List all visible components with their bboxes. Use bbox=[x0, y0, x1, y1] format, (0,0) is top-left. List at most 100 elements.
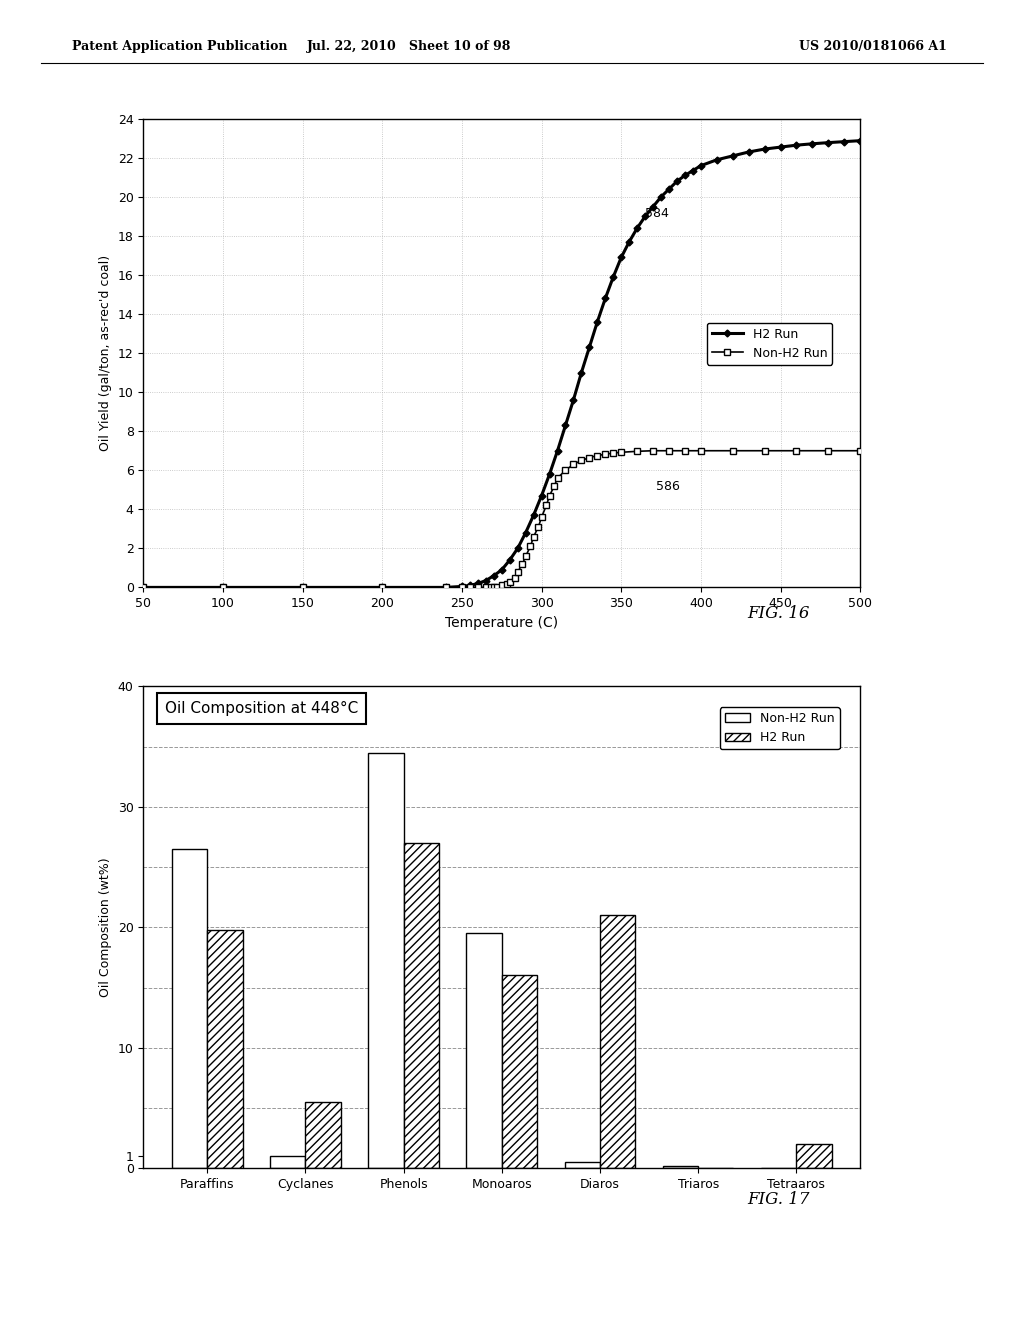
Legend: Non-H2 Run, H2 Run: Non-H2 Run, H2 Run bbox=[720, 708, 840, 750]
Non-H2 Run bbox=[854, 442, 866, 458]
H2 Run bbox=[464, 578, 476, 594]
H2 Run bbox=[472, 576, 484, 591]
Non-H2 Run bbox=[456, 579, 468, 595]
Non-H2 Run bbox=[524, 539, 537, 554]
Non-H2 Run bbox=[791, 442, 803, 458]
Non-H2 Run bbox=[575, 453, 588, 469]
Text: US 2010/0181066 A1: US 2010/0181066 A1 bbox=[799, 40, 946, 53]
H2 Run bbox=[591, 314, 603, 330]
H2 Run bbox=[544, 466, 556, 482]
Legend: H2 Run, Non-H2 Run: H2 Run, Non-H2 Run bbox=[707, 322, 833, 364]
Y-axis label: Oil Yield (gal/ton, as-rec'd coal): Oil Yield (gal/ton, as-rec'd coal) bbox=[99, 255, 113, 451]
Bar bbox=[207, 929, 243, 1168]
Line: Non-H2 Run: Non-H2 Run bbox=[140, 447, 863, 591]
Non-H2 Run bbox=[487, 579, 500, 595]
H2 Run bbox=[440, 579, 453, 595]
H2 Run bbox=[727, 148, 739, 164]
H2 Run bbox=[687, 162, 699, 178]
H2 Run bbox=[679, 168, 691, 183]
Bar bbox=[564, 1162, 600, 1168]
Non-H2 Run bbox=[759, 442, 771, 458]
H2 Run bbox=[774, 139, 786, 154]
Text: Patent Application Publication: Patent Application Publication bbox=[72, 40, 287, 53]
H2 Run bbox=[217, 579, 229, 595]
Non-H2 Run bbox=[440, 579, 453, 595]
Non-H2 Run bbox=[479, 579, 492, 595]
Non-H2 Run bbox=[137, 579, 150, 595]
H2 Run bbox=[297, 579, 309, 595]
Non-H2 Run bbox=[559, 462, 571, 478]
Non-H2 Run bbox=[599, 446, 611, 462]
H2 Run bbox=[655, 189, 668, 205]
H2 Run bbox=[496, 562, 508, 578]
Non-H2 Run bbox=[607, 445, 620, 461]
Non-H2 Run bbox=[217, 579, 229, 595]
H2 Run bbox=[623, 234, 635, 249]
H2 Run bbox=[639, 209, 651, 224]
Non-H2 Run bbox=[647, 442, 659, 458]
H2 Run bbox=[742, 144, 755, 160]
H2 Run bbox=[456, 578, 468, 594]
H2 Run bbox=[806, 136, 818, 152]
H2 Run bbox=[663, 181, 675, 197]
Non-H2 Run bbox=[527, 529, 540, 545]
H2 Run bbox=[711, 152, 723, 168]
Bar bbox=[502, 975, 538, 1168]
Non-H2 Run bbox=[727, 442, 739, 458]
Bar bbox=[172, 849, 207, 1168]
Non-H2 Run bbox=[376, 579, 388, 595]
Non-H2 Run bbox=[615, 445, 628, 461]
H2 Run bbox=[631, 220, 643, 236]
H2 Run bbox=[694, 157, 707, 173]
H2 Run bbox=[671, 173, 683, 189]
Text: FIG. 17: FIG. 17 bbox=[748, 1191, 810, 1208]
H2 Run bbox=[551, 442, 563, 458]
H2 Run bbox=[584, 339, 596, 355]
Non-H2 Run bbox=[464, 579, 476, 595]
Bar bbox=[663, 1166, 698, 1168]
Bar bbox=[270, 1156, 305, 1168]
Bar bbox=[797, 1144, 831, 1168]
H2 Run bbox=[487, 568, 500, 583]
Non-H2 Run bbox=[591, 447, 603, 463]
H2 Run bbox=[759, 141, 771, 157]
H2 Run bbox=[519, 525, 531, 541]
Non-H2 Run bbox=[548, 478, 560, 494]
Non-H2 Run bbox=[496, 578, 508, 594]
Non-H2 Run bbox=[484, 579, 497, 595]
H2 Run bbox=[647, 199, 659, 215]
H2 Run bbox=[504, 552, 516, 568]
Text: 586: 586 bbox=[656, 480, 680, 492]
Text: Jul. 22, 2010   Sheet 10 of 98: Jul. 22, 2010 Sheet 10 of 98 bbox=[307, 40, 512, 53]
Text: Oil Composition at 448°C: Oil Composition at 448°C bbox=[165, 701, 358, 715]
H2 Run bbox=[838, 133, 850, 149]
Y-axis label: Oil Composition (wt%): Oil Composition (wt%) bbox=[99, 858, 113, 997]
Text: FIG. 16: FIG. 16 bbox=[748, 605, 810, 622]
H2 Run bbox=[512, 540, 524, 556]
Non-H2 Run bbox=[551, 470, 563, 486]
Non-H2 Run bbox=[536, 510, 548, 525]
H2 Run bbox=[615, 249, 628, 265]
Non-H2 Run bbox=[541, 498, 553, 513]
H2 Run bbox=[376, 579, 388, 595]
H2 Run bbox=[527, 507, 540, 523]
Bar bbox=[369, 752, 403, 1168]
X-axis label: Temperature (C): Temperature (C) bbox=[445, 615, 558, 630]
H2 Run bbox=[607, 269, 620, 285]
Non-H2 Run bbox=[472, 579, 484, 595]
Non-H2 Run bbox=[504, 574, 516, 590]
Bar bbox=[403, 843, 439, 1168]
Non-H2 Run bbox=[490, 579, 503, 595]
H2 Run bbox=[791, 137, 803, 153]
H2 Run bbox=[854, 133, 866, 149]
Non-H2 Run bbox=[822, 442, 835, 458]
Bar bbox=[305, 1102, 341, 1168]
Non-H2 Run bbox=[631, 444, 643, 459]
Non-H2 Run bbox=[679, 442, 691, 458]
H2 Run bbox=[559, 417, 571, 433]
H2 Run bbox=[822, 135, 835, 150]
H2 Run bbox=[599, 290, 611, 306]
Non-H2 Run bbox=[297, 579, 309, 595]
H2 Run bbox=[575, 364, 588, 380]
Non-H2 Run bbox=[512, 564, 524, 579]
